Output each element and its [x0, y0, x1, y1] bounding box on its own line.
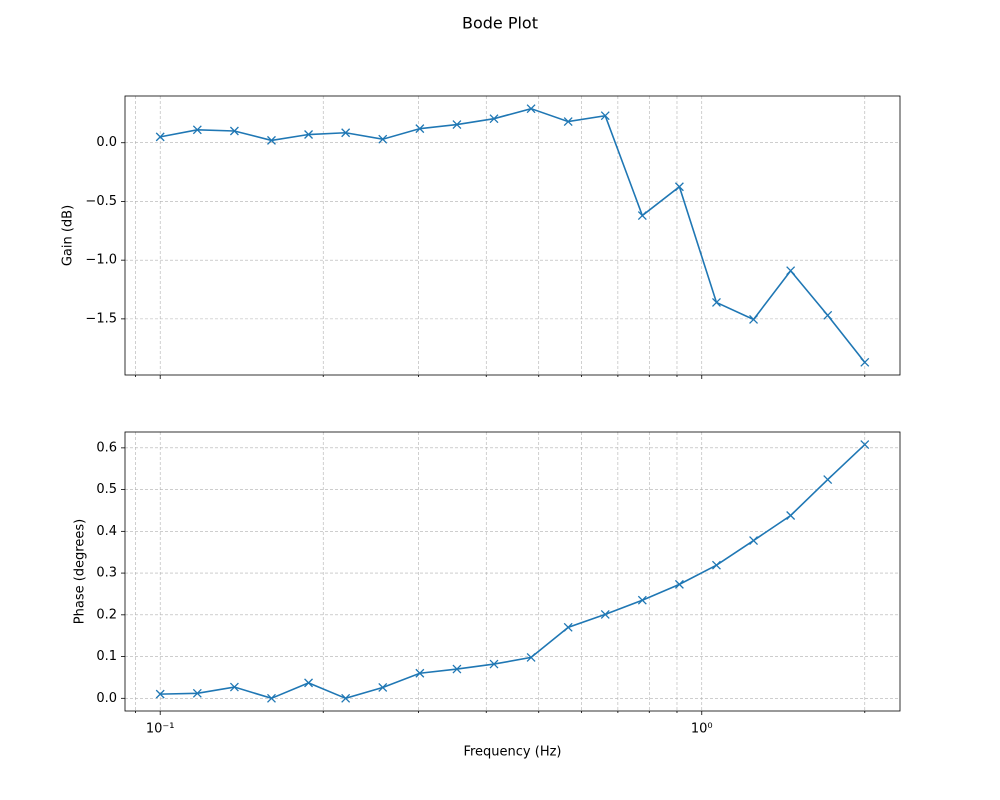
y-tick-label: 0.5	[96, 482, 117, 497]
marker	[600, 609, 610, 619]
marker	[267, 693, 276, 703]
marker	[637, 595, 647, 605]
axes-frame	[124, 431, 901, 712]
marker	[786, 511, 796, 520]
marker	[712, 297, 721, 307]
y-tick-label: 0.6	[96, 440, 117, 455]
y-tick-label: −1.5	[85, 311, 117, 326]
marker	[786, 266, 796, 276]
marker	[378, 134, 388, 144]
marker	[415, 668, 425, 678]
marker	[229, 126, 239, 136]
y-tick-label: 0.0	[96, 691, 117, 706]
marker	[860, 357, 870, 367]
marker	[563, 622, 573, 632]
marker	[674, 182, 684, 192]
marker	[304, 678, 314, 688]
marker	[155, 132, 165, 142]
marker	[563, 117, 573, 127]
y-axis-label: Gain (dB)	[61, 205, 76, 266]
figure-title: Bode Plot	[462, 14, 538, 33]
y-tick-label: 0.1	[96, 649, 117, 664]
y-tick-label: 0.2	[96, 607, 117, 622]
marker	[341, 693, 351, 703]
marker	[526, 652, 536, 662]
axes-frame	[124, 95, 901, 376]
marker	[749, 536, 759, 545]
marker	[489, 114, 499, 124]
marker	[341, 128, 351, 138]
marker	[192, 125, 202, 135]
marker	[452, 664, 462, 674]
marker	[860, 440, 870, 449]
marker	[415, 124, 425, 134]
marker	[674, 579, 684, 589]
y-tick-label: 0.0	[96, 135, 117, 150]
marker	[600, 111, 610, 121]
x-tick-label: 10⁻¹	[146, 722, 175, 737]
marker	[489, 659, 499, 669]
marker	[192, 688, 202, 698]
marker	[229, 682, 239, 692]
data-line	[160, 443, 866, 700]
marker	[526, 104, 536, 114]
marker	[155, 689, 165, 699]
x-axis-label: Frequency (Hz)	[463, 745, 561, 760]
marker	[378, 682, 388, 692]
y-tick-label: 0.4	[96, 524, 117, 539]
marker	[267, 135, 276, 145]
data-line	[160, 107, 866, 363]
y-axis-label: Phase (degrees)	[73, 519, 88, 624]
marker	[637, 211, 647, 220]
marker	[823, 475, 833, 485]
marker	[712, 560, 721, 570]
y-tick-label: −1.0	[85, 253, 117, 268]
x-tick-label: 10⁰	[691, 722, 713, 737]
marker	[823, 310, 833, 320]
y-tick-label: −0.5	[85, 194, 117, 209]
marker	[452, 120, 462, 129]
y-tick-label: 0.3	[96, 566, 117, 581]
marker	[749, 314, 759, 324]
marker	[304, 130, 314, 139]
